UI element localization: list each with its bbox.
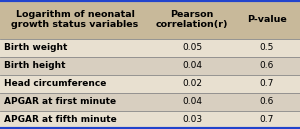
Text: 0.5: 0.5 <box>260 43 274 52</box>
Bar <box>0 57 300 75</box>
Text: 0.6: 0.6 <box>260 97 274 106</box>
Text: 0.7: 0.7 <box>260 115 274 124</box>
Text: Pearson
correlation(r): Pearson correlation(r) <box>156 10 228 29</box>
Text: Birth weight: Birth weight <box>4 43 68 52</box>
Text: 0.05: 0.05 <box>182 43 202 52</box>
Text: APGAR at first minute: APGAR at first minute <box>4 97 117 106</box>
Bar <box>0 111 300 129</box>
Text: APGAR at fifth minute: APGAR at fifth minute <box>4 115 117 124</box>
Text: P-value: P-value <box>247 15 287 24</box>
Text: 0.02: 0.02 <box>182 79 202 88</box>
Text: Birth height: Birth height <box>4 61 66 70</box>
Bar <box>0 39 300 57</box>
Text: 0.6: 0.6 <box>260 61 274 70</box>
Text: 0.03: 0.03 <box>182 115 202 124</box>
Text: Logarithm of neonatal
growth status variables: Logarithm of neonatal growth status vari… <box>11 10 139 29</box>
Bar <box>0 93 300 111</box>
Bar <box>0 0 300 39</box>
Text: 0.04: 0.04 <box>182 97 202 106</box>
Text: Head circumference: Head circumference <box>4 79 107 88</box>
Bar <box>0 75 300 93</box>
Text: 0.04: 0.04 <box>182 61 202 70</box>
Text: 0.7: 0.7 <box>260 79 274 88</box>
